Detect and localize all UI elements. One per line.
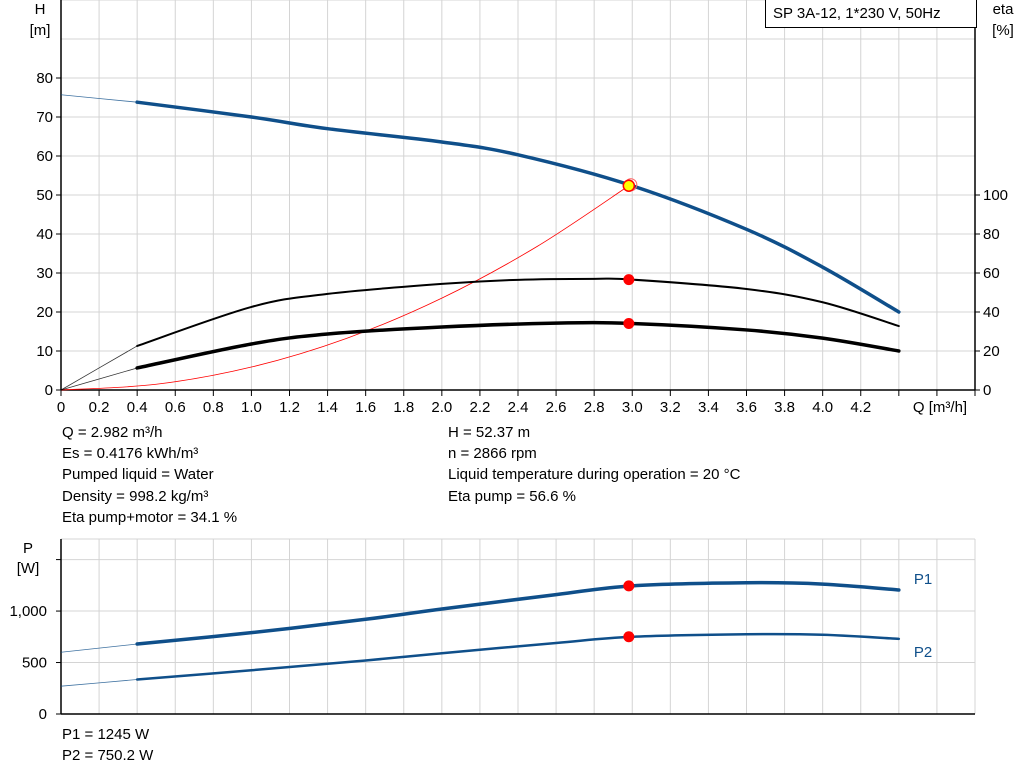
x-tick-label: 3.6 bbox=[736, 399, 757, 416]
p-axis-unit: [W] bbox=[17, 560, 40, 577]
y-tick-label: 40 bbox=[36, 226, 53, 243]
y-axis-unit: [m] bbox=[30, 22, 51, 39]
y-tick-label: 30 bbox=[36, 265, 53, 282]
p-axis-label: P bbox=[23, 540, 33, 557]
chart-title-box: SP 3A-12, 1*230 V, 50Hz bbox=[765, 0, 977, 28]
eta-pump-duty-point bbox=[623, 274, 635, 286]
info-eta-pump: Eta pump = 56.6 % bbox=[448, 488, 576, 505]
info-density: Density = 998.2 kg/m³ bbox=[62, 488, 209, 505]
p2-duty-point bbox=[623, 631, 635, 643]
x-tick-label: 2.8 bbox=[584, 399, 605, 416]
y-tick-label: 80 bbox=[36, 70, 53, 87]
head-curve bbox=[135, 100, 901, 314]
y2-axis-unit: [%] bbox=[992, 22, 1014, 39]
x-tick-label: 1.2 bbox=[279, 399, 300, 416]
eta-pump-extrapolated bbox=[60, 345, 138, 391]
info-eta-pump-motor: Eta pump+motor = 34.1 % bbox=[62, 509, 238, 526]
x-tick-label: 0.2 bbox=[89, 399, 110, 416]
x-tick-label: 1.6 bbox=[355, 399, 376, 416]
y2-axis-label: eta bbox=[993, 1, 1015, 18]
power-p2-label: P2 bbox=[914, 644, 932, 661]
y-tick-label: 10 bbox=[36, 343, 53, 360]
y-tick-label: 70 bbox=[36, 109, 53, 126]
p-y-tick-label: 500 bbox=[22, 655, 47, 672]
eta-pump-motor-curve bbox=[135, 320, 901, 370]
power-p1-curve bbox=[135, 580, 901, 646]
info-temperature: Liquid temperature during operation = 20… bbox=[448, 466, 741, 483]
y2-tick-label: 80 bbox=[983, 226, 1000, 243]
x-tick-label: 0.6 bbox=[165, 399, 186, 416]
power-p1-label: P1 bbox=[914, 571, 932, 588]
p-y-tick-label: 1,000 bbox=[9, 603, 47, 620]
x-tick-label: 4.2 bbox=[850, 399, 871, 416]
info-p2: P2 = 750.2 W bbox=[62, 747, 154, 764]
info-es: Es = 0.4176 kWh/m³ bbox=[62, 445, 199, 462]
x-tick-label: 0.8 bbox=[203, 399, 224, 416]
y-tick-label: 0 bbox=[45, 382, 53, 399]
x-tick-label: 1.8 bbox=[393, 399, 414, 416]
p1-duty-point bbox=[623, 580, 635, 592]
x-tick-label: 2.0 bbox=[431, 399, 452, 416]
y-tick-label: 60 bbox=[36, 148, 53, 165]
info-h: H = 52.37 m bbox=[448, 424, 531, 441]
info-speed: n = 2866 rpm bbox=[448, 445, 537, 462]
power-p2-curve bbox=[135, 632, 901, 681]
info-p1: P1 = 1245 W bbox=[62, 726, 150, 743]
eta-pump-motor-extrapolated bbox=[60, 367, 138, 391]
y2-tick-label: 0 bbox=[983, 382, 991, 399]
x-tick-label: 3.4 bbox=[698, 399, 719, 416]
y2-tick-label: 100 bbox=[983, 187, 1008, 204]
eta-pump-curve bbox=[136, 277, 900, 347]
x-tick-label: 2.6 bbox=[546, 399, 567, 416]
x-tick-label: 1.0 bbox=[241, 399, 262, 416]
info-liquid: Pumped liquid = Water bbox=[62, 466, 214, 483]
eta-pump-motor-duty-point bbox=[623, 318, 635, 330]
info-q: Q = 2.982 m³/h bbox=[62, 424, 163, 441]
y2-tick-label: 20 bbox=[983, 343, 1000, 360]
x-tick-label: 0.4 bbox=[127, 399, 148, 416]
head-extrapolated bbox=[60, 94, 138, 103]
x-tick-label: 3.8 bbox=[774, 399, 795, 416]
power-p1-extrapolated bbox=[60, 643, 138, 653]
y-axis-label: H bbox=[35, 1, 46, 18]
duty-point bbox=[622, 179, 636, 193]
x-tick-label: 3.0 bbox=[622, 399, 643, 416]
system-curve bbox=[60, 185, 630, 391]
x-tick-label: 4.0 bbox=[812, 399, 833, 416]
x-tick-label: 3.2 bbox=[660, 399, 681, 416]
p-y-tick-label: 0 bbox=[39, 706, 47, 723]
x-tick-label: 0 bbox=[57, 399, 65, 416]
y-tick-label: 20 bbox=[36, 304, 53, 321]
x-axis-label: Q [m³/h] bbox=[913, 399, 967, 416]
x-tick-label: 2.2 bbox=[469, 399, 490, 416]
y2-tick-label: 60 bbox=[983, 265, 1000, 282]
y2-tick-label: 40 bbox=[983, 304, 1000, 321]
chart-title: SP 3A-12, 1*230 V, 50Hz bbox=[773, 5, 941, 22]
x-tick-label: 1.4 bbox=[317, 399, 338, 416]
power-p2-extrapolated bbox=[60, 679, 138, 687]
x-tick-label: 2.4 bbox=[508, 399, 529, 416]
y-tick-label: 50 bbox=[36, 187, 53, 204]
